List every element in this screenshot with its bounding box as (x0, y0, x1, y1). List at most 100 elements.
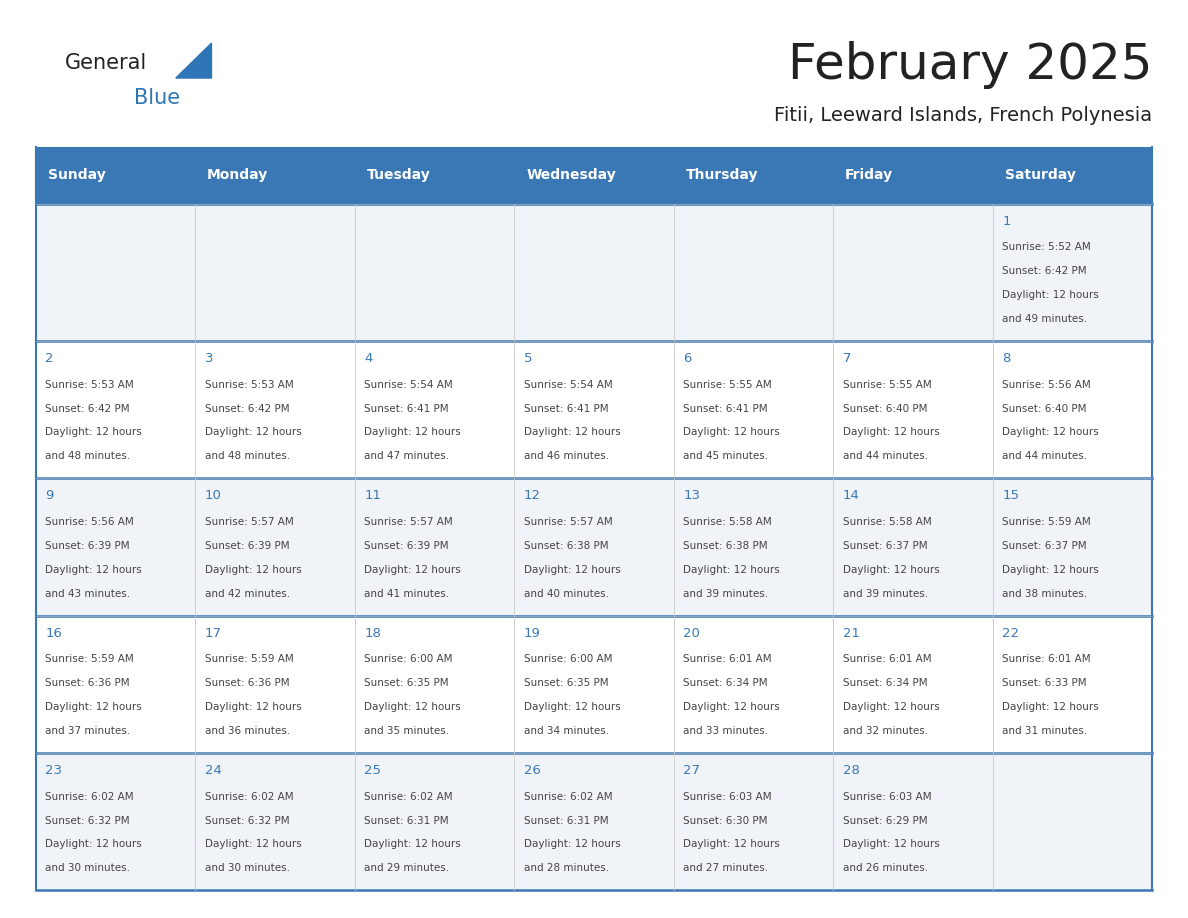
Text: 12: 12 (524, 489, 541, 502)
Text: 15: 15 (1003, 489, 1019, 502)
Text: Sunrise: 5:52 AM: Sunrise: 5:52 AM (1003, 242, 1091, 252)
Text: and 43 minutes.: and 43 minutes. (45, 588, 131, 599)
Text: 22: 22 (1003, 627, 1019, 640)
Bar (195, 147, 355, 204)
Text: Sunrise: 6:02 AM: Sunrise: 6:02 AM (45, 791, 134, 801)
Text: Sunrise: 5:56 AM: Sunrise: 5:56 AM (45, 517, 134, 527)
Text: and 46 minutes.: and 46 minutes. (524, 452, 609, 461)
Text: Daylight: 12 hours: Daylight: 12 hours (683, 839, 781, 849)
Text: Sunrise: 6:03 AM: Sunrise: 6:03 AM (842, 791, 931, 801)
Text: Sunrise: 6:00 AM: Sunrise: 6:00 AM (365, 655, 453, 665)
Text: Sunset: 6:39 PM: Sunset: 6:39 PM (365, 541, 449, 551)
Text: 26: 26 (524, 764, 541, 778)
Text: 25: 25 (365, 764, 381, 778)
Text: 9: 9 (45, 489, 53, 502)
Text: 24: 24 (204, 764, 221, 778)
Text: Saturday: Saturday (1005, 168, 1075, 183)
Text: Sunrise: 5:57 AM: Sunrise: 5:57 AM (365, 517, 453, 527)
Text: Sunrise: 5:58 AM: Sunrise: 5:58 AM (842, 517, 931, 527)
Text: 28: 28 (842, 764, 860, 778)
Text: Daylight: 12 hours: Daylight: 12 hours (365, 702, 461, 712)
Text: and 48 minutes.: and 48 minutes. (204, 452, 290, 461)
Text: and 30 minutes.: and 30 minutes. (204, 863, 290, 873)
Text: Thursday: Thursday (685, 168, 758, 183)
Text: Daylight: 12 hours: Daylight: 12 hours (204, 702, 302, 712)
Text: Sunset: 6:41 PM: Sunset: 6:41 PM (683, 404, 767, 413)
Text: Sunset: 6:31 PM: Sunset: 6:31 PM (524, 815, 608, 825)
Text: 16: 16 (45, 627, 62, 640)
Text: Sunset: 6:37 PM: Sunset: 6:37 PM (842, 541, 928, 551)
Text: 3: 3 (204, 353, 213, 365)
Text: Sunday: Sunday (48, 168, 106, 183)
Bar (833, 147, 993, 204)
Text: 18: 18 (365, 627, 381, 640)
Text: Daylight: 12 hours: Daylight: 12 hours (45, 702, 141, 712)
Text: Daylight: 12 hours: Daylight: 12 hours (1003, 290, 1099, 300)
Text: and 48 minutes.: and 48 minutes. (45, 452, 131, 461)
Text: Sunset: 6:34 PM: Sunset: 6:34 PM (683, 678, 767, 688)
Text: Sunrise: 6:00 AM: Sunrise: 6:00 AM (524, 655, 612, 665)
Text: Sunrise: 6:01 AM: Sunrise: 6:01 AM (842, 655, 931, 665)
Text: and 42 minutes.: and 42 minutes. (204, 588, 290, 599)
Bar (36, 147, 195, 204)
Text: Daylight: 12 hours: Daylight: 12 hours (1003, 702, 1099, 712)
Text: Sunrise: 5:55 AM: Sunrise: 5:55 AM (842, 380, 931, 389)
Text: Daylight: 12 hours: Daylight: 12 hours (683, 565, 781, 575)
Text: and 26 minutes.: and 26 minutes. (842, 863, 928, 873)
Text: Sunset: 6:38 PM: Sunset: 6:38 PM (524, 541, 608, 551)
Text: Daylight: 12 hours: Daylight: 12 hours (365, 839, 461, 849)
Bar (674, 147, 833, 204)
Text: and 30 minutes.: and 30 minutes. (45, 863, 131, 873)
Text: and 37 minutes.: and 37 minutes. (45, 726, 131, 736)
Text: Sunset: 6:29 PM: Sunset: 6:29 PM (842, 815, 928, 825)
Text: and 35 minutes.: and 35 minutes. (365, 726, 449, 736)
Text: 5: 5 (524, 353, 532, 365)
Text: Sunrise: 5:59 AM: Sunrise: 5:59 AM (1003, 517, 1091, 527)
Text: and 44 minutes.: and 44 minutes. (842, 452, 928, 461)
Text: 20: 20 (683, 627, 700, 640)
Text: 10: 10 (204, 489, 221, 502)
Text: Sunrise: 6:03 AM: Sunrise: 6:03 AM (683, 791, 772, 801)
Text: Sunset: 6:36 PM: Sunset: 6:36 PM (204, 678, 290, 688)
Text: and 41 minutes.: and 41 minutes. (365, 588, 449, 599)
Text: Sunset: 6:32 PM: Sunset: 6:32 PM (45, 815, 129, 825)
Text: Sunrise: 6:02 AM: Sunrise: 6:02 AM (524, 791, 612, 801)
Text: and 28 minutes.: and 28 minutes. (524, 863, 609, 873)
Text: 17: 17 (204, 627, 222, 640)
Text: Sunrise: 5:57 AM: Sunrise: 5:57 AM (524, 517, 613, 527)
Text: Daylight: 12 hours: Daylight: 12 hours (204, 428, 302, 437)
Text: and 44 minutes.: and 44 minutes. (1003, 452, 1087, 461)
Text: Daylight: 12 hours: Daylight: 12 hours (842, 565, 940, 575)
Text: Sunset: 6:41 PM: Sunset: 6:41 PM (365, 404, 449, 413)
Text: Sunset: 6:33 PM: Sunset: 6:33 PM (1003, 678, 1087, 688)
Text: Sunrise: 5:53 AM: Sunrise: 5:53 AM (45, 380, 134, 389)
Text: Daylight: 12 hours: Daylight: 12 hours (45, 565, 141, 575)
Bar (514, 147, 674, 204)
Text: Sunset: 6:42 PM: Sunset: 6:42 PM (1003, 266, 1087, 276)
Text: Sunset: 6:42 PM: Sunset: 6:42 PM (204, 404, 290, 413)
Text: and 29 minutes.: and 29 minutes. (365, 863, 449, 873)
Text: 19: 19 (524, 627, 541, 640)
Text: Sunset: 6:40 PM: Sunset: 6:40 PM (842, 404, 928, 413)
Text: Daylight: 12 hours: Daylight: 12 hours (365, 565, 461, 575)
Text: Friday: Friday (845, 168, 893, 183)
Text: Daylight: 12 hours: Daylight: 12 hours (683, 428, 781, 437)
Text: Daylight: 12 hours: Daylight: 12 hours (842, 702, 940, 712)
Text: Sunrise: 5:54 AM: Sunrise: 5:54 AM (365, 380, 453, 389)
Text: Sunrise: 5:59 AM: Sunrise: 5:59 AM (45, 655, 134, 665)
Text: Daylight: 12 hours: Daylight: 12 hours (524, 839, 620, 849)
Text: Sunrise: 5:53 AM: Sunrise: 5:53 AM (204, 380, 293, 389)
Text: February 2025: February 2025 (788, 41, 1152, 89)
Text: Daylight: 12 hours: Daylight: 12 hours (45, 428, 141, 437)
Text: Daylight: 12 hours: Daylight: 12 hours (842, 839, 940, 849)
Text: and 39 minutes.: and 39 minutes. (683, 588, 769, 599)
Text: Sunrise: 6:02 AM: Sunrise: 6:02 AM (365, 791, 453, 801)
Text: and 33 minutes.: and 33 minutes. (683, 726, 769, 736)
Text: 6: 6 (683, 353, 691, 365)
Text: Daylight: 12 hours: Daylight: 12 hours (1003, 428, 1099, 437)
Text: and 32 minutes.: and 32 minutes. (842, 726, 928, 736)
Bar (36, 204, 1152, 341)
Text: Sunrise: 5:59 AM: Sunrise: 5:59 AM (204, 655, 293, 665)
Text: Sunset: 6:41 PM: Sunset: 6:41 PM (524, 404, 608, 413)
Text: Sunset: 6:35 PM: Sunset: 6:35 PM (365, 678, 449, 688)
